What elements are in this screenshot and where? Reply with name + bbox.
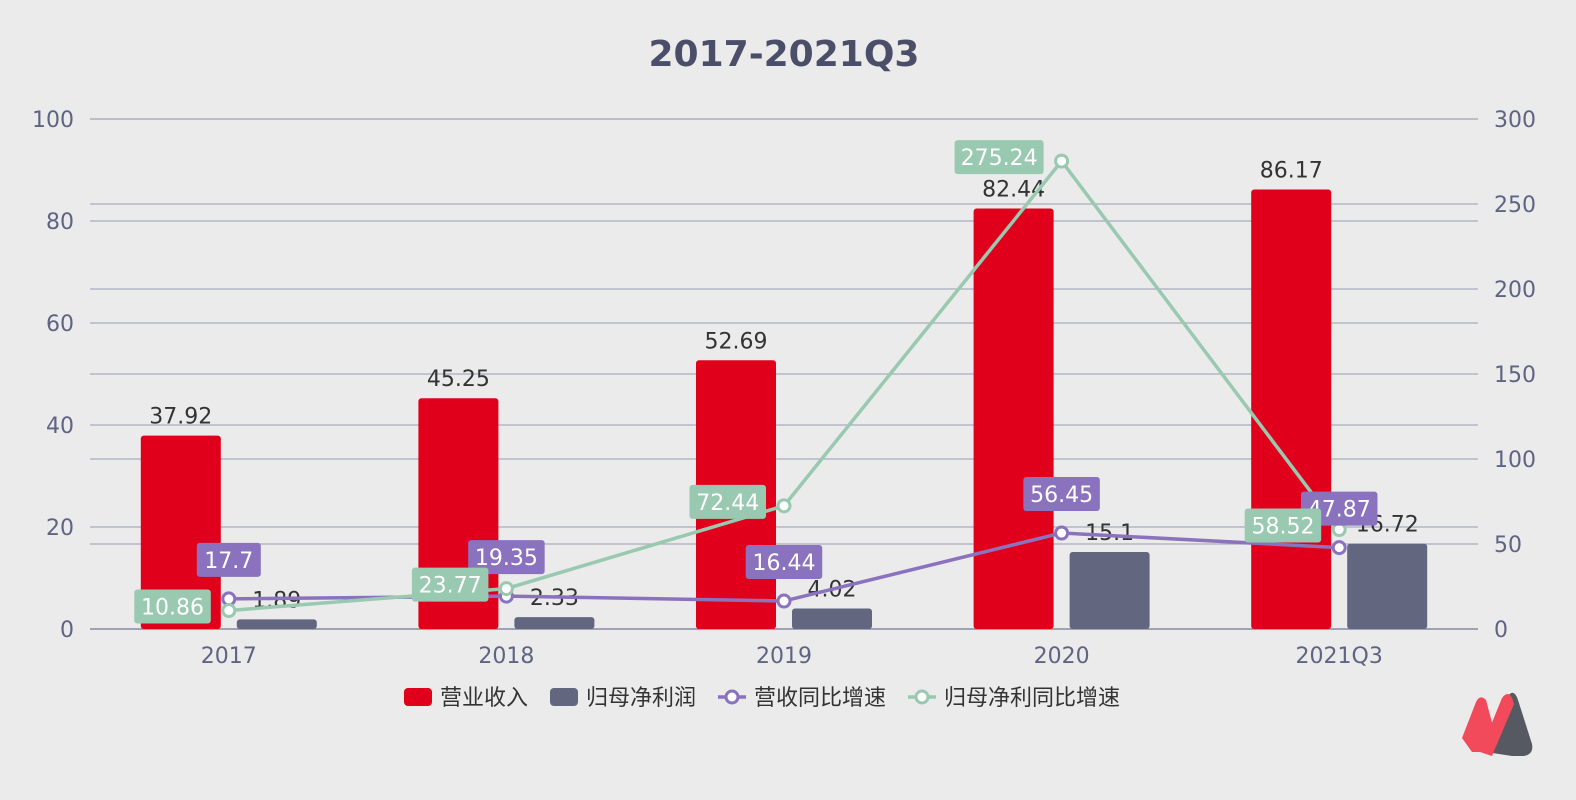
- profit-growth-badge-label: 275.24: [961, 146, 1038, 171]
- left-tick-label: 80: [46, 210, 74, 235]
- profit-growth-badge-label: 58.52: [1251, 515, 1314, 540]
- x-tick-label: 2019: [756, 644, 812, 669]
- legend-marker: [724, 689, 740, 705]
- left-tick-label: 100: [32, 108, 74, 133]
- net-profit-bar: [514, 617, 595, 629]
- right-tick-label: 300: [1494, 108, 1536, 133]
- profit-growth-badge-label: 72.44: [696, 491, 759, 516]
- net-profit-bar: [236, 619, 317, 629]
- legend-label: 归母净利同比增速: [944, 686, 1120, 711]
- revenue-growth-badge-label: 19.35: [475, 546, 538, 571]
- right-tick-label: 100: [1494, 448, 1536, 473]
- legend-label: 营收同比增速: [754, 686, 886, 711]
- profit-growth-line: [228, 158, 1341, 613]
- revenue-growth-badge-label: 56.45: [1030, 483, 1093, 508]
- left-tick-label: 20: [46, 516, 74, 541]
- revenue-bar-label: 52.69: [705, 329, 768, 354]
- right-axis: 0 50 100 150 200 250 300: [1494, 108, 1536, 643]
- x-tick-label: 2020: [1034, 644, 1090, 669]
- legend-marker: [914, 689, 930, 705]
- brand-logo: [1462, 692, 1533, 756]
- legend-swatch: [404, 688, 432, 706]
- net-profit-bar: [1347, 543, 1428, 629]
- revenue-growth-point: [1054, 525, 1070, 541]
- revenue-growth-badge: [196, 542, 261, 577]
- profit-growth-badge: [134, 589, 211, 624]
- revenue-bar: [140, 435, 221, 629]
- right-tick-label: 0: [1494, 618, 1508, 643]
- revenue-growth-badge-label: 16.44: [753, 551, 816, 576]
- revenue-growth-point: [776, 593, 792, 609]
- revenue-bar-label: 82.44: [982, 178, 1045, 203]
- revenue-bar: [1251, 189, 1332, 629]
- x-axis-labels: 2017 2018 2019 2020 2021Q3: [201, 644, 1383, 669]
- left-axis: 0 20 40 60 80 100: [32, 108, 74, 643]
- right-tick-label: 250: [1494, 193, 1536, 218]
- profit-growth-badge-label: 23.77: [419, 574, 482, 599]
- revenue-growth-badge: [1023, 477, 1100, 512]
- revenue-bar-label: 45.25: [427, 367, 490, 392]
- legend-label: 归母净利润: [586, 686, 696, 711]
- x-tick-label: 2018: [478, 644, 534, 669]
- legend-swatch: [550, 688, 578, 706]
- legend-label: 营业收入: [440, 686, 528, 711]
- logo-middle-stroke: [1480, 694, 1514, 756]
- revenue-bar-label: 37.92: [149, 405, 212, 430]
- revenue-growth-badge: [468, 540, 545, 575]
- profit-growth-point: [498, 581, 514, 597]
- line-value-badges: 17.7 19.35 16.4456.4547.8710.8623.7772.442…: [134, 140, 1378, 624]
- grid-lines: [90, 118, 1478, 630]
- chart-title: 2017-2021Q3: [649, 34, 920, 75]
- profit-growth-badge: [954, 140, 1044, 175]
- right-tick-label: 50: [1494, 533, 1522, 558]
- left-tick-label: 40: [46, 414, 74, 439]
- profit-growth-badge: [1244, 508, 1322, 543]
- revenue-growth-badge-label: 17.7: [204, 549, 253, 574]
- revenue-bar-label: 86.17: [1260, 159, 1323, 184]
- left-tick-label: 60: [46, 312, 74, 337]
- revenue-growth-badge: [745, 545, 823, 580]
- revenue-growth-point: [1331, 540, 1347, 556]
- legend: 营业收入 归母净利润 营收同比增速 归母净利同比增速: [404, 686, 1120, 711]
- left-tick-label: 0: [60, 618, 74, 643]
- profit-growth-badge-label: 10.86: [141, 596, 204, 621]
- right-tick-label: 150: [1494, 363, 1536, 388]
- right-tick-label: 200: [1494, 278, 1536, 303]
- profit-growth-badge: [411, 567, 489, 602]
- x-tick-label: 2021Q3: [1296, 644, 1383, 669]
- net-profit-bar: [1069, 551, 1150, 629]
- net-profit-bar: [792, 608, 872, 629]
- profit-growth-point: [1054, 153, 1070, 169]
- profit-growth-point: [776, 498, 792, 514]
- profit-growth-point: [221, 603, 237, 619]
- profit-growth-badge: [689, 484, 766, 519]
- revenue-bar: [973, 208, 1054, 629]
- x-tick-label: 2017: [201, 644, 257, 669]
